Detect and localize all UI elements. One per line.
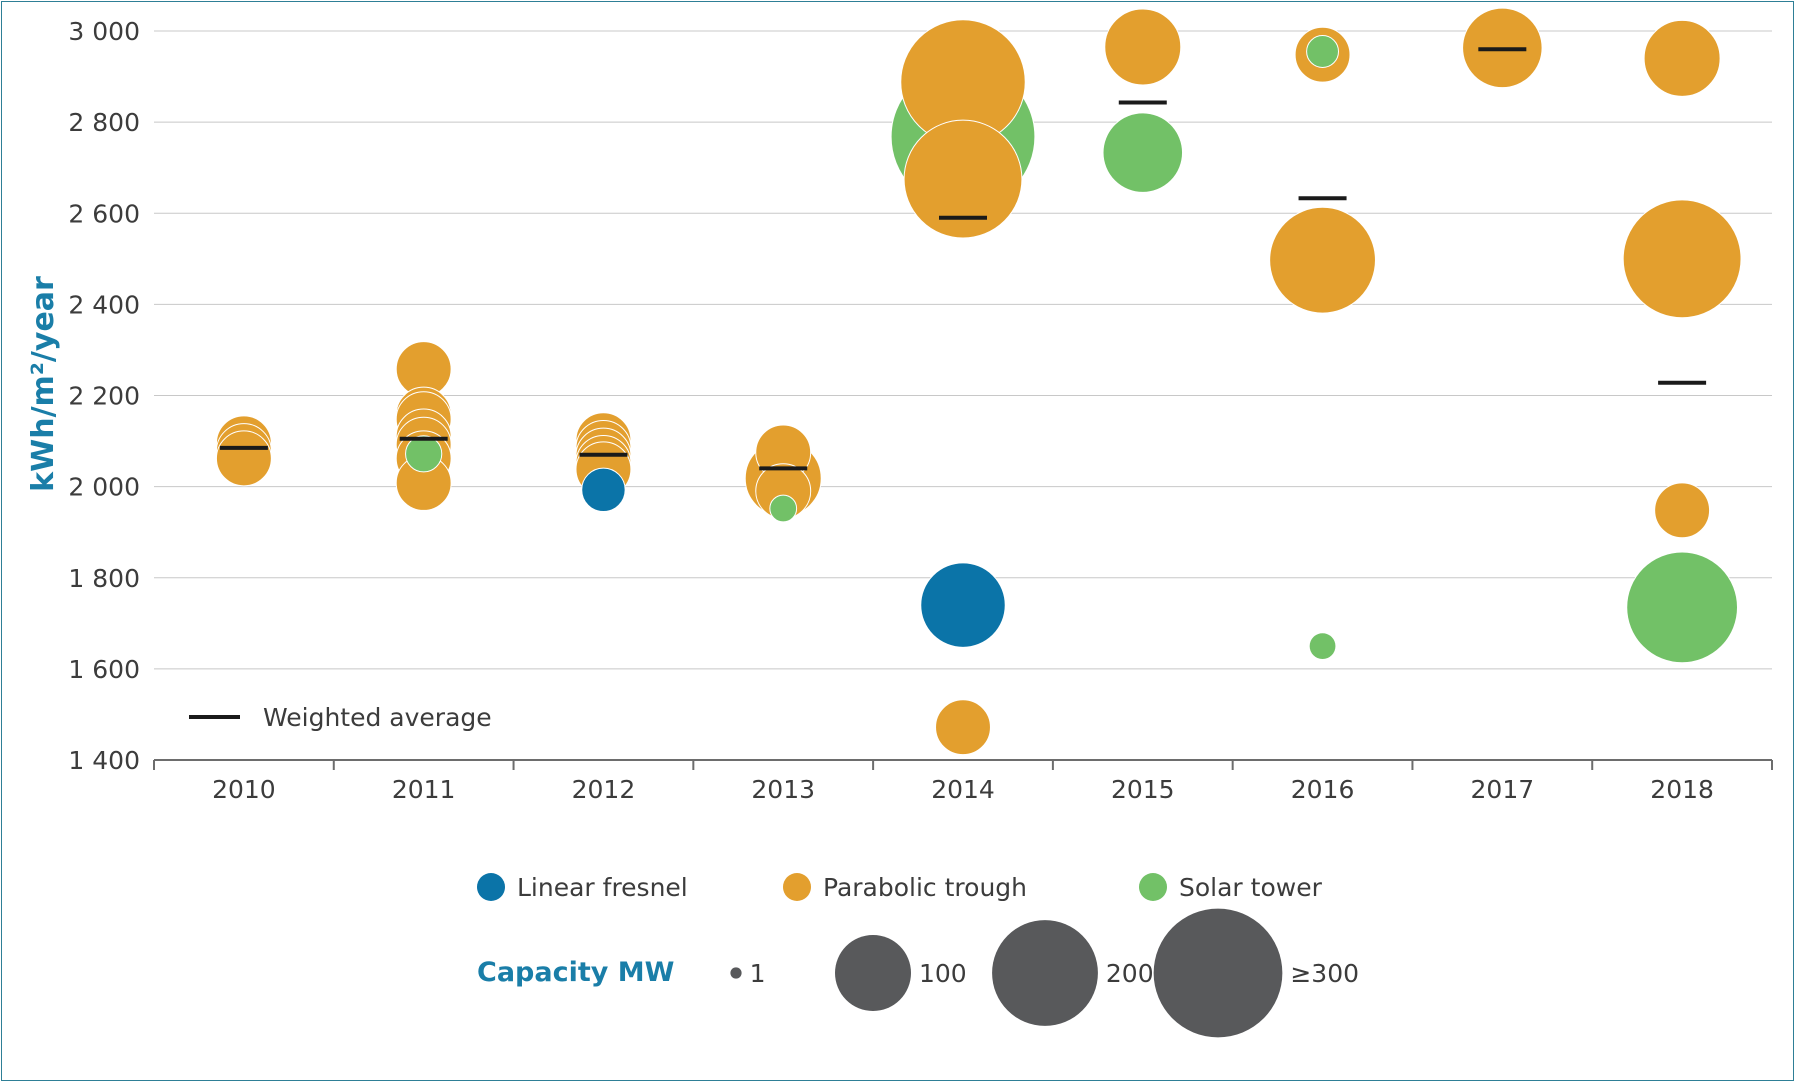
bubble-parabolic-trough xyxy=(215,430,272,487)
weighted-average-legend: Weighted average xyxy=(189,703,492,732)
bubble-parabolic-trough xyxy=(1654,482,1711,539)
bubble-solar-tower xyxy=(769,494,798,523)
y-axis-label: kWh/m²/year xyxy=(26,276,61,492)
capacity-legend-title: Capacity MW xyxy=(477,957,674,988)
y-tick-label: 2 000 xyxy=(68,473,140,502)
x-tick-label: 2018 xyxy=(1650,775,1714,804)
y-axis-ticks: 1 400 1 600 1 800 2 000 2 200 2 400 2 600 2 800… xyxy=(68,17,140,775)
bubble-solar-tower xyxy=(1626,551,1739,664)
bubble-parabolic-trough xyxy=(1269,206,1376,314)
x-tick-label: 2010 xyxy=(212,775,276,804)
bubble-parabolic-trough xyxy=(903,119,1023,239)
series-legend: Linear fresnel Parabolic trough Solar towe… xyxy=(477,873,1323,902)
capacity-legend-circle xyxy=(730,967,742,979)
weighted-average-marks xyxy=(219,47,1707,471)
y-tick-label: 3 000 xyxy=(68,17,140,46)
x-tick-label: 2014 xyxy=(931,775,995,804)
bubbles xyxy=(215,7,1742,756)
y-tick-label: 2 800 xyxy=(68,108,140,137)
bubble-parabolic-trough xyxy=(935,699,991,756)
y-tick-label: 2 600 xyxy=(68,199,140,228)
capacity-size-legend: Capacity MW 1 100 200 ≥300 xyxy=(477,908,1359,1038)
x-tick-label: 2013 xyxy=(751,775,815,804)
legend-label: Solar tower xyxy=(1179,873,1323,902)
bubble-parabolic-trough xyxy=(1104,8,1182,86)
x-tick-label: 2017 xyxy=(1471,775,1535,804)
legend-label: Parabolic trough xyxy=(823,873,1027,902)
capacity-legend-label: 200 xyxy=(1106,959,1154,988)
capacity-legend-circle xyxy=(1153,908,1283,1038)
bubble-solar-tower xyxy=(1308,632,1337,660)
y-tick-label: 2 400 xyxy=(68,290,140,319)
bubble-solar-tower xyxy=(1102,112,1184,193)
y-tick-label: 1 400 xyxy=(68,746,140,775)
weighted-average-legend-label: Weighted average xyxy=(263,703,492,732)
capacity-legend-circle xyxy=(835,935,911,1011)
bubble-linear-fresnel xyxy=(581,467,626,513)
x-tick-label: 2011 xyxy=(392,775,456,804)
bubble-solar-tower xyxy=(405,435,443,473)
bubble-linear-fresnel xyxy=(920,562,1006,648)
legend-swatch xyxy=(477,873,505,901)
bubble-parabolic-trough xyxy=(1643,19,1721,97)
y-tick-label: 1 600 xyxy=(68,655,140,684)
capacity-legend-label: 1 xyxy=(750,959,766,988)
capacity-legend-label: 100 xyxy=(919,959,967,988)
bubble-parabolic-trough xyxy=(1622,199,1742,319)
y-tick-label: 1 800 xyxy=(68,564,140,593)
capacity-legend-label: ≥300 xyxy=(1290,959,1359,988)
legend-swatch xyxy=(1139,873,1167,901)
x-tick-label: 2015 xyxy=(1111,775,1175,804)
legend-label: Linear fresnel xyxy=(517,873,688,902)
y-tick-label: 2 200 xyxy=(68,382,140,411)
legend-swatch xyxy=(783,873,811,901)
x-tick-label: 2012 xyxy=(572,775,636,804)
bubble-solar-tower xyxy=(1306,35,1339,68)
x-axis: 2010 2011 2012 2013 2014 2015 2016 2017 2018 xyxy=(153,759,1773,804)
capacity-legend-circle xyxy=(992,920,1098,1026)
x-tick-label: 2016 xyxy=(1291,775,1355,804)
